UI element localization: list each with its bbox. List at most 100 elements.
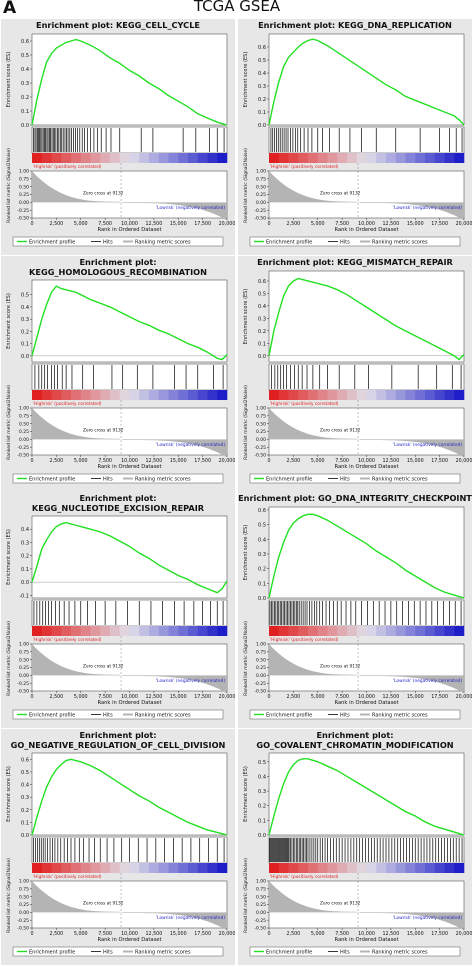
metric-tick-label: 0.75	[19, 649, 29, 655]
hits-plot-area	[268, 836, 465, 864]
x-tick-label: 5,000	[74, 694, 88, 700]
metric-tick-label: -0.25	[17, 208, 29, 214]
rank-color-segment	[41, 153, 52, 163]
x-tick-label: 17,500	[431, 694, 448, 700]
x-tick-label: 10,000	[121, 694, 138, 700]
es-tick-label: 0.4	[258, 774, 266, 780]
metric-tick-label: 1.00	[256, 169, 266, 175]
rank-color-segment	[425, 153, 436, 163]
metric-tick-label: 0.75	[19, 413, 29, 419]
rank-color-segment	[415, 863, 426, 873]
es-tick-label: 0.2	[258, 567, 266, 573]
x-axis-label: Rank in Ordered Dataset	[97, 227, 161, 233]
metric-tick-label: 0.25	[256, 192, 266, 198]
es-tick-label: 0.5	[21, 53, 29, 59]
rank-color-segment	[90, 390, 101, 400]
rank-color-segment	[288, 390, 299, 400]
rank-color-segment	[100, 153, 111, 163]
rank-color-segment	[308, 863, 319, 873]
metric-tick-label: 0.75	[256, 176, 266, 182]
enrichment-chart: 0.6 0.5 0.4 0.3 0.2 0.1 0.0 Enrichment score (E…	[6, 752, 235, 957]
rank-color-segment	[217, 153, 228, 163]
es-tick-label: 0.5	[258, 523, 266, 529]
metric-plot-area	[268, 170, 465, 219]
x-tick-label: 7,500	[335, 694, 349, 700]
legend-box	[249, 236, 461, 247]
x-tick-label: 12,500	[382, 931, 399, 937]
metric-tick-label: 0.50	[256, 894, 266, 900]
legend-enrichment-label: Enrichment profile	[266, 712, 312, 718]
metric-tick-label: -0.25	[17, 445, 29, 451]
rank-color-segment	[71, 863, 82, 873]
rank-color-segment	[395, 153, 406, 163]
rank-color-segment	[41, 626, 52, 636]
legend-enrichment-label: Enrichment profile	[29, 949, 75, 955]
rank-color-segment	[139, 390, 150, 400]
x-tick-label: 17,500	[194, 458, 211, 464]
rank-color-segment	[376, 626, 387, 636]
rank-color-segment	[90, 153, 101, 163]
legend-hits-label: Hits	[340, 239, 350, 245]
x-tick-label: 0	[30, 931, 33, 937]
legend-metric-label: Ranking metric scores	[372, 949, 428, 955]
es-tick-label: 0.4	[21, 67, 29, 73]
rank-color-segment	[376, 390, 387, 400]
legend-metric-label: Ranking metric scores	[135, 476, 191, 482]
rank-color-segment	[168, 390, 179, 400]
lowrisk-label: 'Lowrisk' (negatively correlated)	[393, 915, 462, 921]
metric-tick-label: -0.50	[254, 926, 266, 932]
rank-color-segment	[119, 626, 130, 636]
rank-color-segment	[444, 863, 455, 873]
es-axis-label: Enrichment score (ES)	[6, 529, 12, 585]
metric-tick-label: 0.00	[256, 437, 266, 443]
rank-color-segment	[158, 390, 169, 400]
highrisk-label: 'Highrisk' (positively correlated)	[33, 874, 102, 880]
x-axis-label: Rank in Ordered Dataset	[334, 464, 398, 470]
gsea-panel-1: Enrichment plot: KEGG_CELL_CYCLE 0.6 0.5 0.…	[1, 19, 235, 255]
rank-color-segment	[100, 863, 111, 873]
es-tick-label: 0.1	[21, 567, 29, 573]
legend-box	[249, 709, 461, 720]
rank-color-segment	[149, 153, 160, 163]
metric-tick-label: 0.50	[256, 657, 266, 663]
metric-plot-area	[268, 643, 465, 692]
x-tick-label: 10,000	[121, 931, 138, 937]
rank-color-segment	[434, 626, 445, 636]
gsea-panel-4: Enrichment plot: KEGG_MISMATCH_REPAIR 0.6…	[238, 256, 472, 492]
x-tick-label: 15,000	[407, 458, 424, 464]
metric-tick-label: 0.00	[256, 910, 266, 916]
rank-color-segment	[395, 863, 406, 873]
x-tick-label: 2,500	[287, 221, 301, 227]
x-tick-label: 15,000	[407, 931, 424, 937]
es-plot-area	[268, 752, 465, 836]
x-tick-label: 7,500	[98, 931, 112, 937]
rank-color-segment	[434, 153, 445, 163]
enrichment-chart: 0.6 0.5 0.4 0.3 0.2 0.1 0.0 Enrichment score (E…	[243, 33, 472, 247]
x-tick-label: 12,500	[145, 931, 162, 937]
metric-tick-label: -0.25	[17, 918, 29, 924]
es-tick-label: 0.1	[21, 820, 29, 826]
metric-tick-label: 0.25	[256, 665, 266, 671]
metric-tick-label: 0.00	[19, 910, 29, 916]
es-axis-label: Enrichment score (ES)	[243, 525, 249, 581]
rank-color-segment	[395, 390, 406, 400]
es-tick-label: 0.1	[258, 818, 266, 824]
rank-color-segment	[415, 390, 426, 400]
x-tick-label: 15,000	[407, 694, 424, 700]
metric-plot-area	[31, 170, 228, 219]
metric-tick-label: 1.00	[256, 406, 266, 412]
rank-color-segment	[168, 626, 179, 636]
lowrisk-label: 'Lowrisk' (negatively correlated)	[393, 442, 462, 448]
legend-box	[12, 946, 224, 957]
metric-tick-label: 0.00	[256, 673, 266, 679]
es-tick-label: 0.4	[258, 71, 266, 77]
x-tick-label: 5,000	[311, 931, 325, 937]
rank-color-segment	[347, 153, 358, 163]
rank-color-segment	[61, 863, 72, 873]
es-plot-area	[268, 506, 465, 599]
metric-tick-label: -0.50	[17, 216, 29, 222]
es-tick-label: 0.0	[258, 123, 266, 129]
rank-color-segment	[327, 390, 338, 400]
rank-color-segment	[434, 863, 445, 873]
metric-axis-label: Ranked list metric (Signal2Noise)	[243, 858, 249, 933]
